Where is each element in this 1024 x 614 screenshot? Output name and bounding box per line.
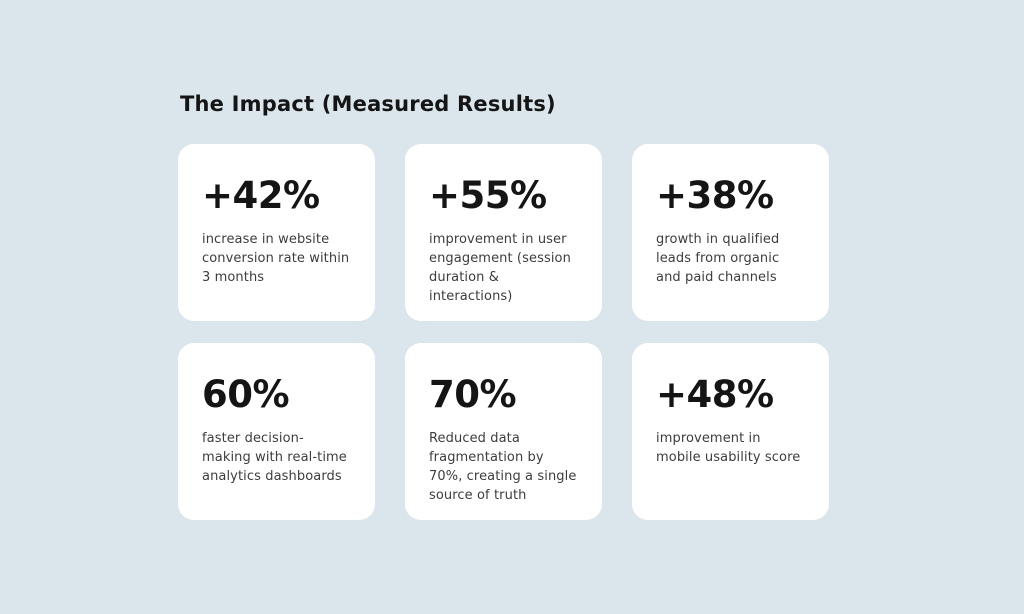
stat-card-decision-making: 60% faster decision-making with real-tim…: [178, 343, 375, 521]
stat-description: Reduced data fragmentation by 70%, creat…: [429, 431, 577, 503]
stat-card-mobile-usability: +48% improvement in mobile usability sco…: [632, 343, 829, 521]
stat-description: improvement in mobile usability score: [656, 431, 801, 466]
slide-content: The Impact (Measured Results) +42% incre…: [178, 92, 829, 521]
stat-card-qualified-leads: +38% growth in qualified leads from orga…: [632, 144, 829, 322]
stat-card-user-engagement: +55% improvement in user engagement (ses…: [405, 144, 602, 322]
stats-grid: +42% increase in website conversion rate…: [178, 144, 829, 521]
stat-value: +48%: [656, 373, 774, 417]
stat-value: +42%: [202, 174, 320, 218]
stat-card-data-fragmentation: 70% Reduced data fragmentation by 70%, c…: [405, 343, 602, 521]
stat-value: +38%: [656, 174, 774, 218]
page-title: The Impact (Measured Results): [180, 92, 556, 116]
stat-description: faster decision-making with real-time an…: [202, 431, 347, 484]
stat-description: increase in website conversion rate with…: [202, 232, 350, 285]
stat-value: +55%: [429, 174, 547, 218]
stat-value: 60%: [202, 373, 290, 417]
stat-value: 70%: [429, 373, 517, 417]
stat-card-conversion-rate: +42% increase in website conversion rate…: [178, 144, 375, 322]
stat-description: improvement in user engagement (session …: [429, 232, 571, 304]
stat-description: growth in qualified leads from organic a…: [656, 232, 780, 285]
